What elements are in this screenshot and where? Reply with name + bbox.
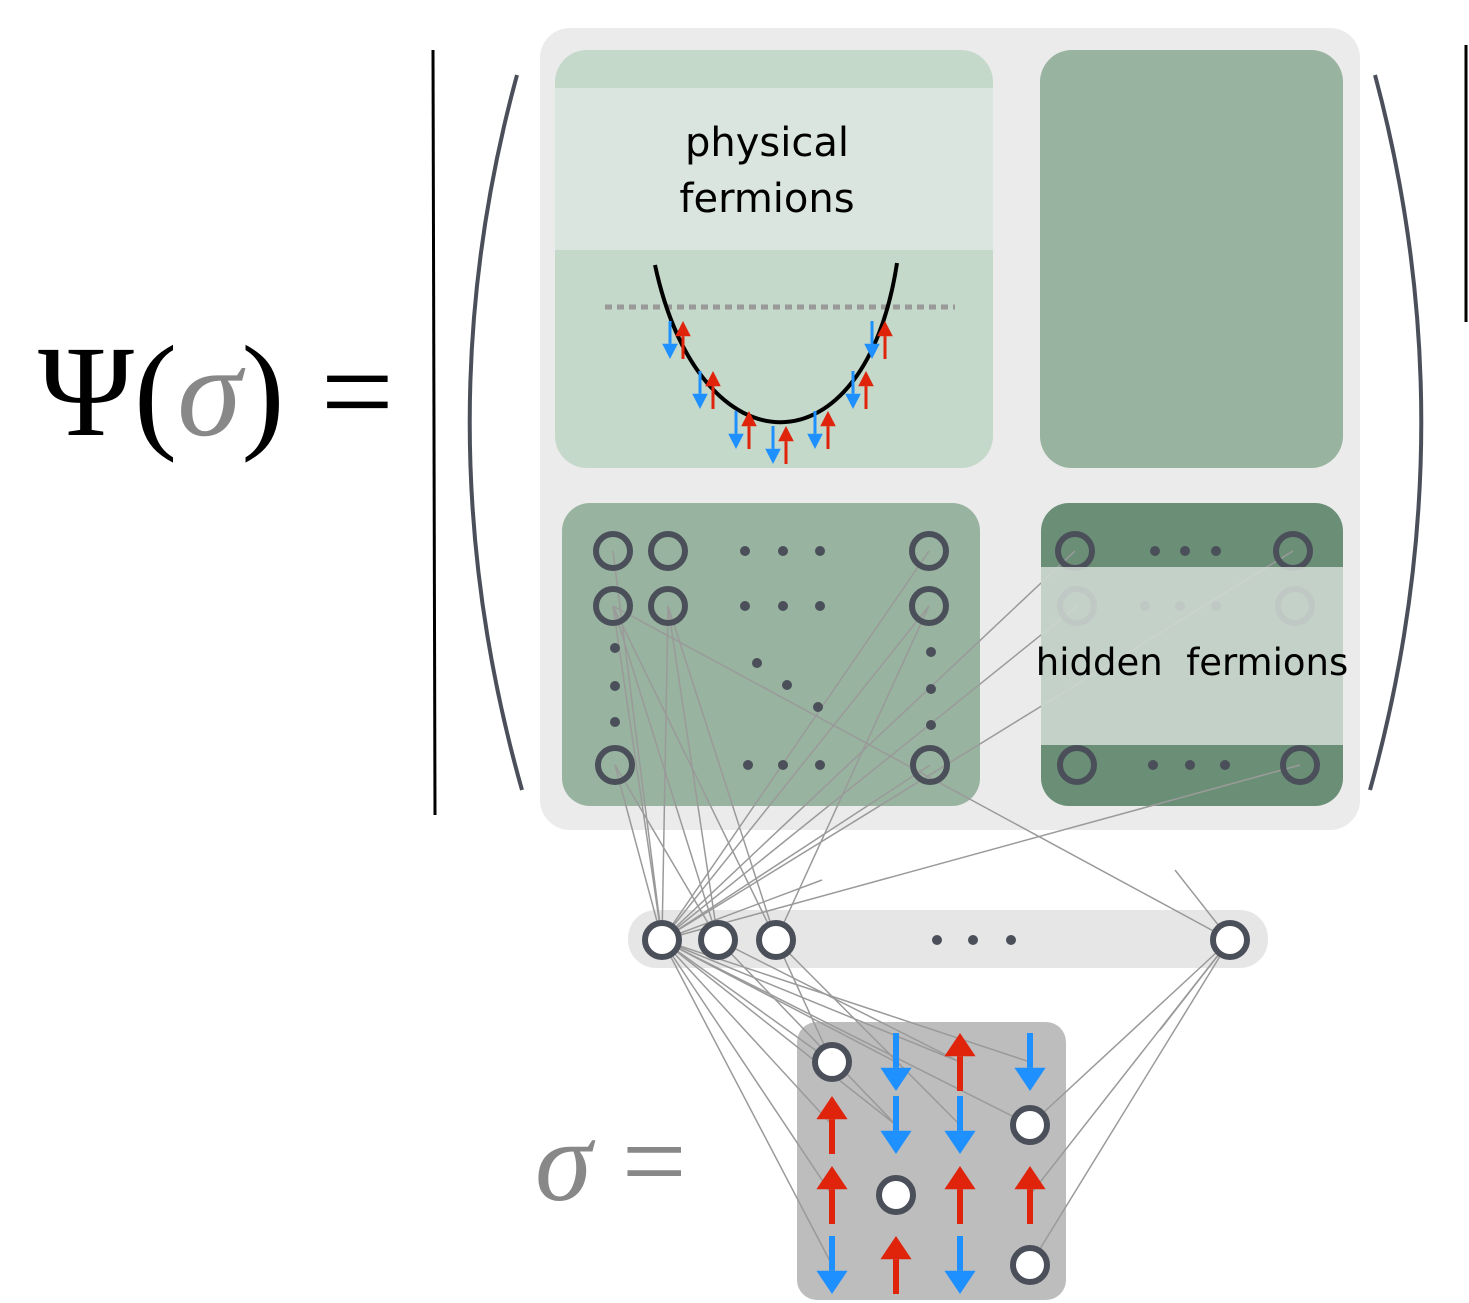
dot — [740, 546, 750, 556]
node — [1013, 1108, 1047, 1142]
psi: Ψ( — [38, 320, 177, 464]
node — [815, 1045, 849, 1079]
dot — [1185, 760, 1195, 770]
dot — [740, 601, 750, 611]
dot — [1148, 760, 1158, 770]
physical-label: physical — [685, 120, 849, 166]
dot — [1180, 546, 1190, 556]
dot — [1150, 546, 1160, 556]
equation: Ψ(σ) = — [38, 320, 394, 464]
dot — [752, 658, 762, 668]
node — [759, 923, 793, 957]
dot — [610, 717, 620, 727]
dot — [926, 647, 936, 657]
figure: Ψ(σ)= physical fermions σ= hidden fermio… — [0, 0, 1469, 1303]
input-eq: σ= — [535, 1098, 687, 1225]
dot — [926, 684, 936, 694]
dot — [610, 643, 620, 653]
dot — [610, 681, 620, 691]
paren — [1370, 75, 1421, 790]
node — [1213, 923, 1247, 957]
paren — [470, 75, 522, 790]
dot — [1220, 760, 1230, 770]
dot — [743, 760, 753, 770]
hidden-label: hidden fermions — [1036, 641, 1348, 684]
dot — [1211, 546, 1221, 556]
dot — [813, 702, 823, 712]
block — [1040, 50, 1343, 468]
dot — [932, 935, 942, 945]
det-bar — [433, 50, 435, 815]
dot — [815, 760, 825, 770]
dot — [968, 935, 978, 945]
dot — [815, 546, 825, 556]
physical-label: fermions — [679, 176, 854, 222]
dot — [778, 760, 788, 770]
dot — [815, 601, 825, 611]
dot — [926, 720, 936, 730]
node — [879, 1178, 913, 1212]
node — [645, 923, 679, 957]
block — [562, 503, 980, 806]
physical-band — [555, 88, 993, 250]
node — [1013, 1248, 1047, 1282]
sigma: σ — [535, 1098, 596, 1225]
dot — [1006, 935, 1016, 945]
equals: = — [622, 1098, 687, 1225]
equals: = — [321, 320, 394, 464]
dot — [778, 546, 788, 556]
dot — [782, 680, 792, 690]
sigma: σ — [177, 320, 246, 464]
node — [701, 923, 735, 957]
dot — [778, 601, 788, 611]
close: ) — [241, 320, 284, 464]
